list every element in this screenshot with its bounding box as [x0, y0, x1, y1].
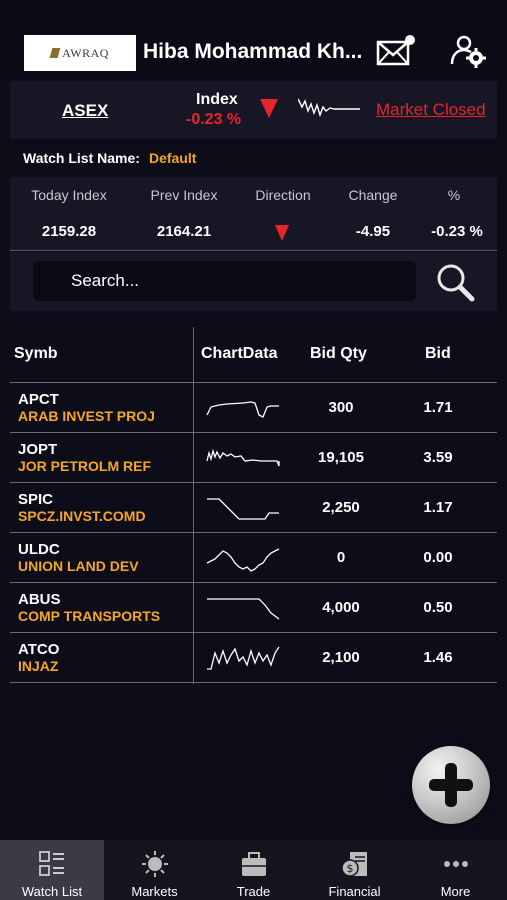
row-bid: 0.00 — [423, 549, 453, 566]
change-header: Change — [348, 187, 398, 203]
app-header: AWRAQ Hiba Mohammad Kh... — [0, 0, 507, 78]
tab-financial[interactable]: $ Financial — [304, 840, 405, 900]
row-bid: 1.71 — [423, 399, 453, 416]
table-header: Symb ChartData Bid Qty Bid — [10, 327, 497, 383]
direction-down-icon — [275, 225, 289, 241]
tab-label: Financial — [328, 884, 381, 899]
row-bid-qty: 0 — [336, 549, 346, 566]
change-value: -4.95 — [355, 223, 391, 240]
index-change: -0.23 % — [186, 111, 242, 128]
row-symbol: ATCO — [18, 641, 60, 658]
row-bid: 3.59 — [423, 449, 453, 466]
bid-qty-header: Bid Qty — [310, 345, 367, 362]
table-row[interactable]: ABUS COMP TRANSPORTS 4,000 0.50 — [10, 583, 497, 633]
user-settings-icon[interactable] — [450, 34, 486, 68]
tab-more[interactable]: More — [405, 840, 506, 900]
row-bid-qty: 300 — [328, 399, 354, 416]
row-symbol: JOPT — [18, 441, 58, 458]
index-label: Index — [196, 91, 238, 108]
bid-header: Bid — [425, 345, 451, 362]
row-sparkline — [207, 646, 280, 670]
today-index-value: 2159.28 — [41, 223, 97, 240]
markets-icon — [141, 851, 168, 877]
down-arrow-icon — [260, 99, 278, 118]
prev-index-value: 2164.21 — [156, 223, 212, 240]
market-link[interactable]: ASEX — [62, 101, 109, 120]
watchlist-icon — [39, 851, 64, 876]
row-bid-qty: 19,105 — [318, 449, 364, 466]
row-company-name: UNION LAND DEV — [18, 558, 139, 574]
row-bid-qty: 2,100 — [322, 649, 360, 666]
tab-markets[interactable]: Markets — [104, 840, 205, 900]
index-sparkline — [298, 98, 360, 118]
plus-icon — [429, 763, 473, 807]
row-bid-qty: 2,250 — [322, 499, 360, 516]
financial-icon: $ — [340, 852, 367, 877]
table-row[interactable]: JOPT JOR PETROLM REF 19,105 3.59 — [10, 433, 497, 483]
column-divider — [193, 327, 194, 684]
table-row[interactable]: SPIC SPCZ.INVST.COMD 2,250 1.17 — [10, 483, 497, 533]
row-symbol: ABUS — [18, 591, 61, 608]
logo-text: AWRAQ — [62, 45, 109, 60]
tab-label: Watch List — [21, 884, 83, 899]
tab-label: Trade — [236, 884, 271, 899]
search-icon[interactable] — [435, 262, 475, 302]
prev-index-header: Prev Index — [150, 187, 218, 203]
market-index-bar: ASEX Index -0.23 % Market Closed — [10, 81, 497, 139]
row-sparkline — [207, 598, 280, 620]
tab-watch-list[interactable]: Watch List — [0, 840, 104, 900]
today-index-header: Today Index — [31, 187, 107, 203]
row-bid-qty: 4,000 — [322, 599, 360, 616]
search-band — [10, 252, 497, 311]
direction-header: Direction — [255, 187, 311, 203]
index-stats-panel: Today Index Prev Index Direction Change … — [10, 177, 497, 251]
logo-mark-icon — [49, 48, 61, 58]
svg-text:$: $ — [346, 862, 353, 875]
tab-trade[interactable]: Trade — [203, 840, 304, 900]
awraq-logo: AWRAQ — [24, 35, 136, 71]
row-company-name: INJAZ — [18, 658, 59, 674]
percent-value: -0.23 % — [431, 223, 483, 240]
row-symbol: APCT — [18, 391, 59, 408]
trade-briefcase-icon — [241, 852, 266, 876]
bottom-tab-bar: Watch List Markets Trade $ F — [0, 840, 507, 900]
row-company-name: COMP TRANSPORTS — [18, 608, 161, 624]
row-bid: 1.46 — [423, 649, 453, 666]
percent-header: % — [447, 187, 461, 203]
symb-header: Symb — [14, 345, 58, 362]
row-sparkline — [206, 401, 279, 418]
row-sparkline — [207, 498, 279, 520]
watchlist-name-row: Watch List Name: Default — [23, 150, 196, 168]
add-button[interactable] — [412, 746, 490, 824]
chartdata-header: ChartData — [201, 345, 278, 362]
table-row[interactable]: ULDC UNION LAND DEV 0 0.00 — [10, 533, 497, 583]
row-symbol: SPIC — [18, 491, 54, 508]
tab-label: More — [440, 884, 471, 899]
mail-notification-icon[interactable] — [376, 34, 418, 68]
watchlist-value[interactable]: Default — [148, 150, 197, 166]
table-row[interactable]: APCT ARAB INVEST PROJ 300 1.71 — [10, 383, 497, 433]
watchlist-label: Watch List Name: — [23, 150, 140, 166]
row-company-name: JOR PETROLM REF — [18, 458, 152, 474]
market-status-link[interactable]: Market Closed — [376, 100, 486, 119]
row-bid: 1.17 — [423, 499, 453, 516]
watchlist-table: Symb ChartData Bid Qty Bid APCT ARAB INV… — [10, 327, 497, 683]
user-name: Hiba Mohammad Kh... — [143, 40, 363, 63]
row-sparkline — [206, 548, 280, 572]
tab-label: Markets — [131, 884, 178, 899]
row-sparkline — [206, 448, 280, 467]
more-dots-icon — [443, 861, 468, 867]
table-row[interactable]: ATCO INJAZ 2,100 1.46 — [10, 633, 497, 683]
row-company-name: ARAB INVEST PROJ — [18, 408, 155, 424]
search-input[interactable] — [33, 261, 416, 301]
row-bid: 0.50 — [423, 599, 453, 616]
row-symbol: ULDC — [18, 541, 60, 558]
row-company-name: SPCZ.INVST.COMD — [18, 508, 146, 524]
